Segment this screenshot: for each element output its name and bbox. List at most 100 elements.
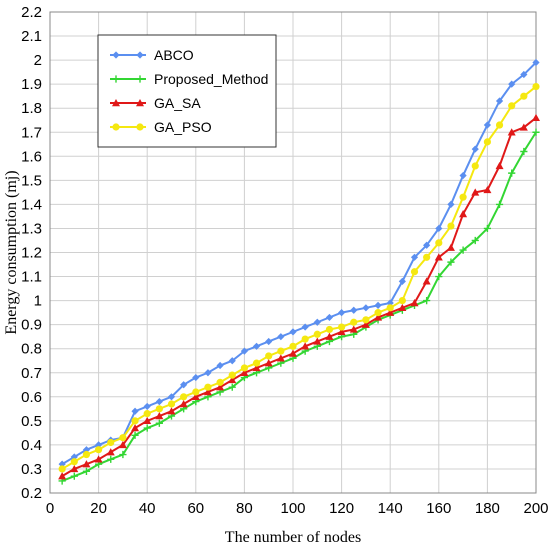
- y-tick-label: 0.3: [21, 461, 42, 478]
- data-point-abco: [325, 313, 334, 322]
- data-point-proposed-method: [423, 297, 431, 305]
- x-tick-label: 140: [378, 500, 403, 517]
- data-point-ga-pso: [58, 465, 66, 473]
- data-point-proposed-method: [508, 169, 516, 177]
- data-point-ga-sa: [386, 308, 395, 316]
- data-point-ga-pso: [459, 193, 467, 201]
- data-point-abco: [70, 453, 78, 461]
- data-point-ga-pso: [495, 121, 504, 129]
- legend-item-abco: ABCO: [110, 47, 194, 63]
- data-point-abco: [216, 361, 224, 370]
- data-point-abco: [520, 70, 528, 79]
- data-point-proposed-method: [483, 224, 491, 233]
- data-point-ga-sa: [216, 383, 225, 391]
- data-point-ga-sa: [131, 424, 140, 432]
- data-point-abco: [192, 373, 200, 382]
- y-axis-title: Energy consumption (mj): [3, 170, 20, 334]
- data-point-ga-sa: [118, 440, 127, 449]
- data-point-ga-pso: [107, 438, 115, 447]
- x-tick-label: 0: [46, 500, 54, 517]
- y-tick-label: 1.8: [21, 100, 42, 117]
- data-point-ga-pso: [252, 359, 261, 367]
- legend-label: Proposed_Method: [154, 71, 268, 87]
- data-point-proposed-method: [459, 246, 467, 254]
- legend-marker: [136, 75, 144, 83]
- data-point-ga-pso: [119, 434, 127, 442]
- data-point-abco: [459, 171, 467, 180]
- legend-label: ABCO: [154, 47, 194, 63]
- data-point-abco: [228, 357, 236, 365]
- data-point-ga-sa: [337, 327, 346, 336]
- data-point-abco: [301, 323, 309, 331]
- data-point-abco: [277, 333, 285, 341]
- data-point-ga-pso: [192, 388, 200, 396]
- data-point-ga-pso: [386, 304, 394, 312]
- data-point-ga-sa: [143, 416, 152, 425]
- legend-label: GA_PSO: [154, 119, 212, 135]
- y-tick-label: 0.7: [21, 365, 42, 382]
- data-point-abco: [435, 224, 443, 233]
- data-point-ga-pso: [508, 102, 516, 110]
- data-point-abco: [313, 318, 321, 326]
- data-point-ga-pso: [265, 352, 273, 360]
- data-point-proposed-method: [131, 431, 139, 439]
- data-point-ga-pso: [180, 393, 188, 401]
- data-point-ga-sa: [179, 400, 188, 408]
- axis-ticks: 0 20 40 60 80 100 120 140 160 180 200 0.2 0.3 0.4 0.5 0…: [21, 4, 548, 517]
- data-point-ga-pso: [435, 239, 443, 247]
- series-line-ga-pso: [61, 85, 537, 470]
- data-point-ga-pso: [277, 347, 285, 355]
- data-point-ga-sa: [532, 113, 540, 122]
- x-tick-label: 80: [236, 500, 253, 517]
- legend-item-ga-pso: GA_PSO: [110, 119, 212, 135]
- data-point-ga-sa: [58, 472, 67, 480]
- data-point-proposed-method: [471, 236, 479, 245]
- data-point-ga-sa: [459, 210, 468, 218]
- data-point-ga-pso: [240, 364, 248, 372]
- legend-item-ga-sa: GA_SA: [110, 95, 201, 111]
- y-tick-label: 1.6: [21, 148, 42, 165]
- data-point-ga-pso: [167, 400, 176, 408]
- legend-marker: [112, 75, 120, 83]
- y-tick-label: 0.8: [21, 341, 42, 358]
- data-point-proposed-method: [520, 147, 528, 156]
- data-point-abco: [398, 277, 406, 285]
- legend-item-proposed-method: Proposed_Method: [110, 71, 268, 87]
- y-tick-label: 1: [34, 293, 42, 310]
- data-point-abco: [447, 200, 455, 208]
- legend-label: GA_SA: [154, 95, 201, 111]
- series-line-proposed-method: [61, 131, 537, 482]
- data-point-proposed-method: [119, 450, 127, 459]
- data-point-abco: [143, 402, 151, 411]
- data-point-ga-sa: [361, 320, 370, 328]
- data-point-ga-sa: [252, 363, 261, 372]
- series-ga-sa: [58, 113, 540, 480]
- data-point-proposed-method: [447, 258, 455, 266]
- data-point-proposed-method: [70, 472, 78, 480]
- data-point-ga-pso: [532, 82, 540, 91]
- y-tick-label: 1.2: [21, 245, 42, 262]
- y-tick-label: 1.4: [21, 196, 42, 213]
- y-tick-label: 1.9: [21, 76, 42, 93]
- x-tick-label: 100: [280, 500, 305, 517]
- data-point-ga-pso: [143, 410, 151, 418]
- data-point-ga-pso: [216, 378, 224, 386]
- data-point-ga-sa: [495, 161, 504, 170]
- x-tick-label: 200: [523, 500, 548, 517]
- series-line-abco: [61, 61, 537, 465]
- data-point-proposed-method: [155, 419, 163, 427]
- data-point-ga-sa: [446, 243, 455, 251]
- y-tick-label: 0.5: [21, 413, 42, 430]
- data-point-proposed-method: [143, 424, 151, 432]
- y-tick-label: 1.3: [21, 220, 42, 237]
- data-point-ga-sa: [483, 185, 492, 194]
- y-tick-label: 2.2: [21, 4, 42, 21]
- data-point-ga-pso: [204, 383, 212, 391]
- y-tick-label: 0.2: [21, 485, 42, 502]
- plot-area-border: [49, 11, 537, 494]
- data-point-abco: [95, 441, 103, 449]
- data-point-proposed-method: [435, 272, 443, 281]
- data-point-ga-pso: [338, 323, 346, 331]
- data-point-abco: [180, 381, 188, 389]
- y-tick-label: 1.7: [21, 124, 42, 141]
